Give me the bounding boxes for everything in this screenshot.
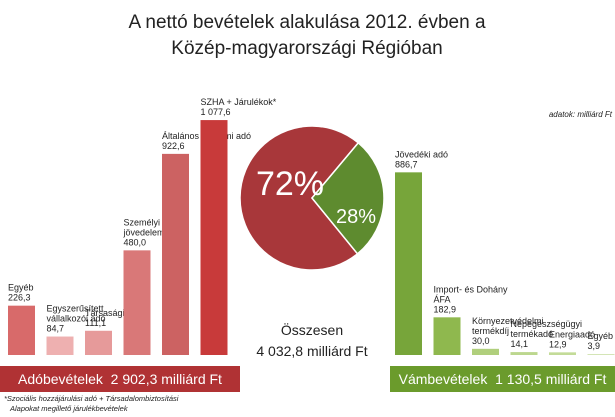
banner (390, 366, 615, 392)
value-label: 922,6 (162, 141, 185, 151)
bar (46, 336, 74, 355)
units-note: adatok: milliárd Ft (549, 110, 613, 119)
value-label: 1 077,6 (201, 107, 231, 117)
value-label: 182,9 (434, 304, 457, 314)
pie-slice (239, 125, 360, 271)
value-label: 84,7 (47, 324, 65, 334)
category-label: Egyéb (8, 283, 34, 293)
value-label: 28% (336, 206, 376, 228)
value-label: 14,1 (511, 339, 529, 349)
value-label: 12,9 (549, 339, 567, 349)
category-label: termékdíj (472, 326, 509, 336)
category-label: Energiaadó (549, 329, 595, 339)
chart-title: Közép-magyarországi Régióban (171, 38, 442, 59)
value-label: 886,7 (395, 159, 418, 169)
bar (472, 348, 499, 355)
category-label: Személyi (124, 217, 161, 227)
pie-slice (311, 141, 385, 255)
value-label: 226,3 (8, 293, 31, 303)
category-label: SZHA + Járulékok* (201, 97, 277, 107)
center-label: Összesen (281, 321, 343, 338)
bar (123, 250, 151, 355)
category-label: Környezetvédelmi (472, 316, 544, 326)
category-label: Társasági adó (85, 308, 142, 318)
banner (0, 366, 240, 392)
category-label: jövedelemadó (123, 227, 180, 237)
banner-label: Vámbevételek 1 130,5 milliárd Ft (399, 371, 607, 387)
bar (8, 305, 35, 355)
chart-title: A nettó bevételek alakulása 2012. évben … (128, 12, 485, 33)
value-label: 480,0 (124, 237, 147, 247)
category-label: Jövedéki adó (395, 149, 448, 159)
bar (395, 172, 422, 355)
center-label: 4 032,8 milliárd Ft (256, 343, 367, 359)
category-label: ÁFA (434, 294, 451, 304)
category-label: vállalkozói adó (47, 314, 106, 324)
category-label: Import- és Dohány (434, 284, 509, 294)
bar (549, 352, 576, 355)
value-label: 72% (256, 165, 324, 203)
value-label: 3,9 (588, 341, 601, 351)
bar (200, 120, 228, 356)
category-label: Egyéb (588, 331, 614, 341)
bar (510, 352, 538, 355)
bar (162, 153, 189, 355)
banner-label: Adóbevételek 2 902,3 milliárd Ft (18, 371, 222, 387)
category-label: Népegészségügyi (511, 319, 583, 329)
category-label: termékadó (511, 329, 554, 339)
bar (433, 317, 461, 355)
bar (587, 354, 615, 355)
category-label: Egyszerűsített (47, 304, 105, 314)
footnote: Alapokat megillető járulékbevételek (9, 404, 129, 413)
bar (85, 330, 112, 355)
footnote: *Szociális hozzájárulási adó + Társadalo… (4, 394, 179, 403)
value-label: 30,0 (472, 336, 490, 346)
value-label: 111,1 (85, 318, 106, 328)
